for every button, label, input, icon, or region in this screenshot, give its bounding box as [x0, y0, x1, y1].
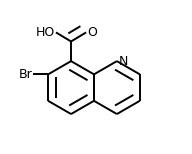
Text: Br: Br [18, 68, 32, 81]
Text: HO: HO [36, 26, 55, 39]
Text: N: N [119, 55, 128, 68]
Text: O: O [87, 26, 97, 39]
